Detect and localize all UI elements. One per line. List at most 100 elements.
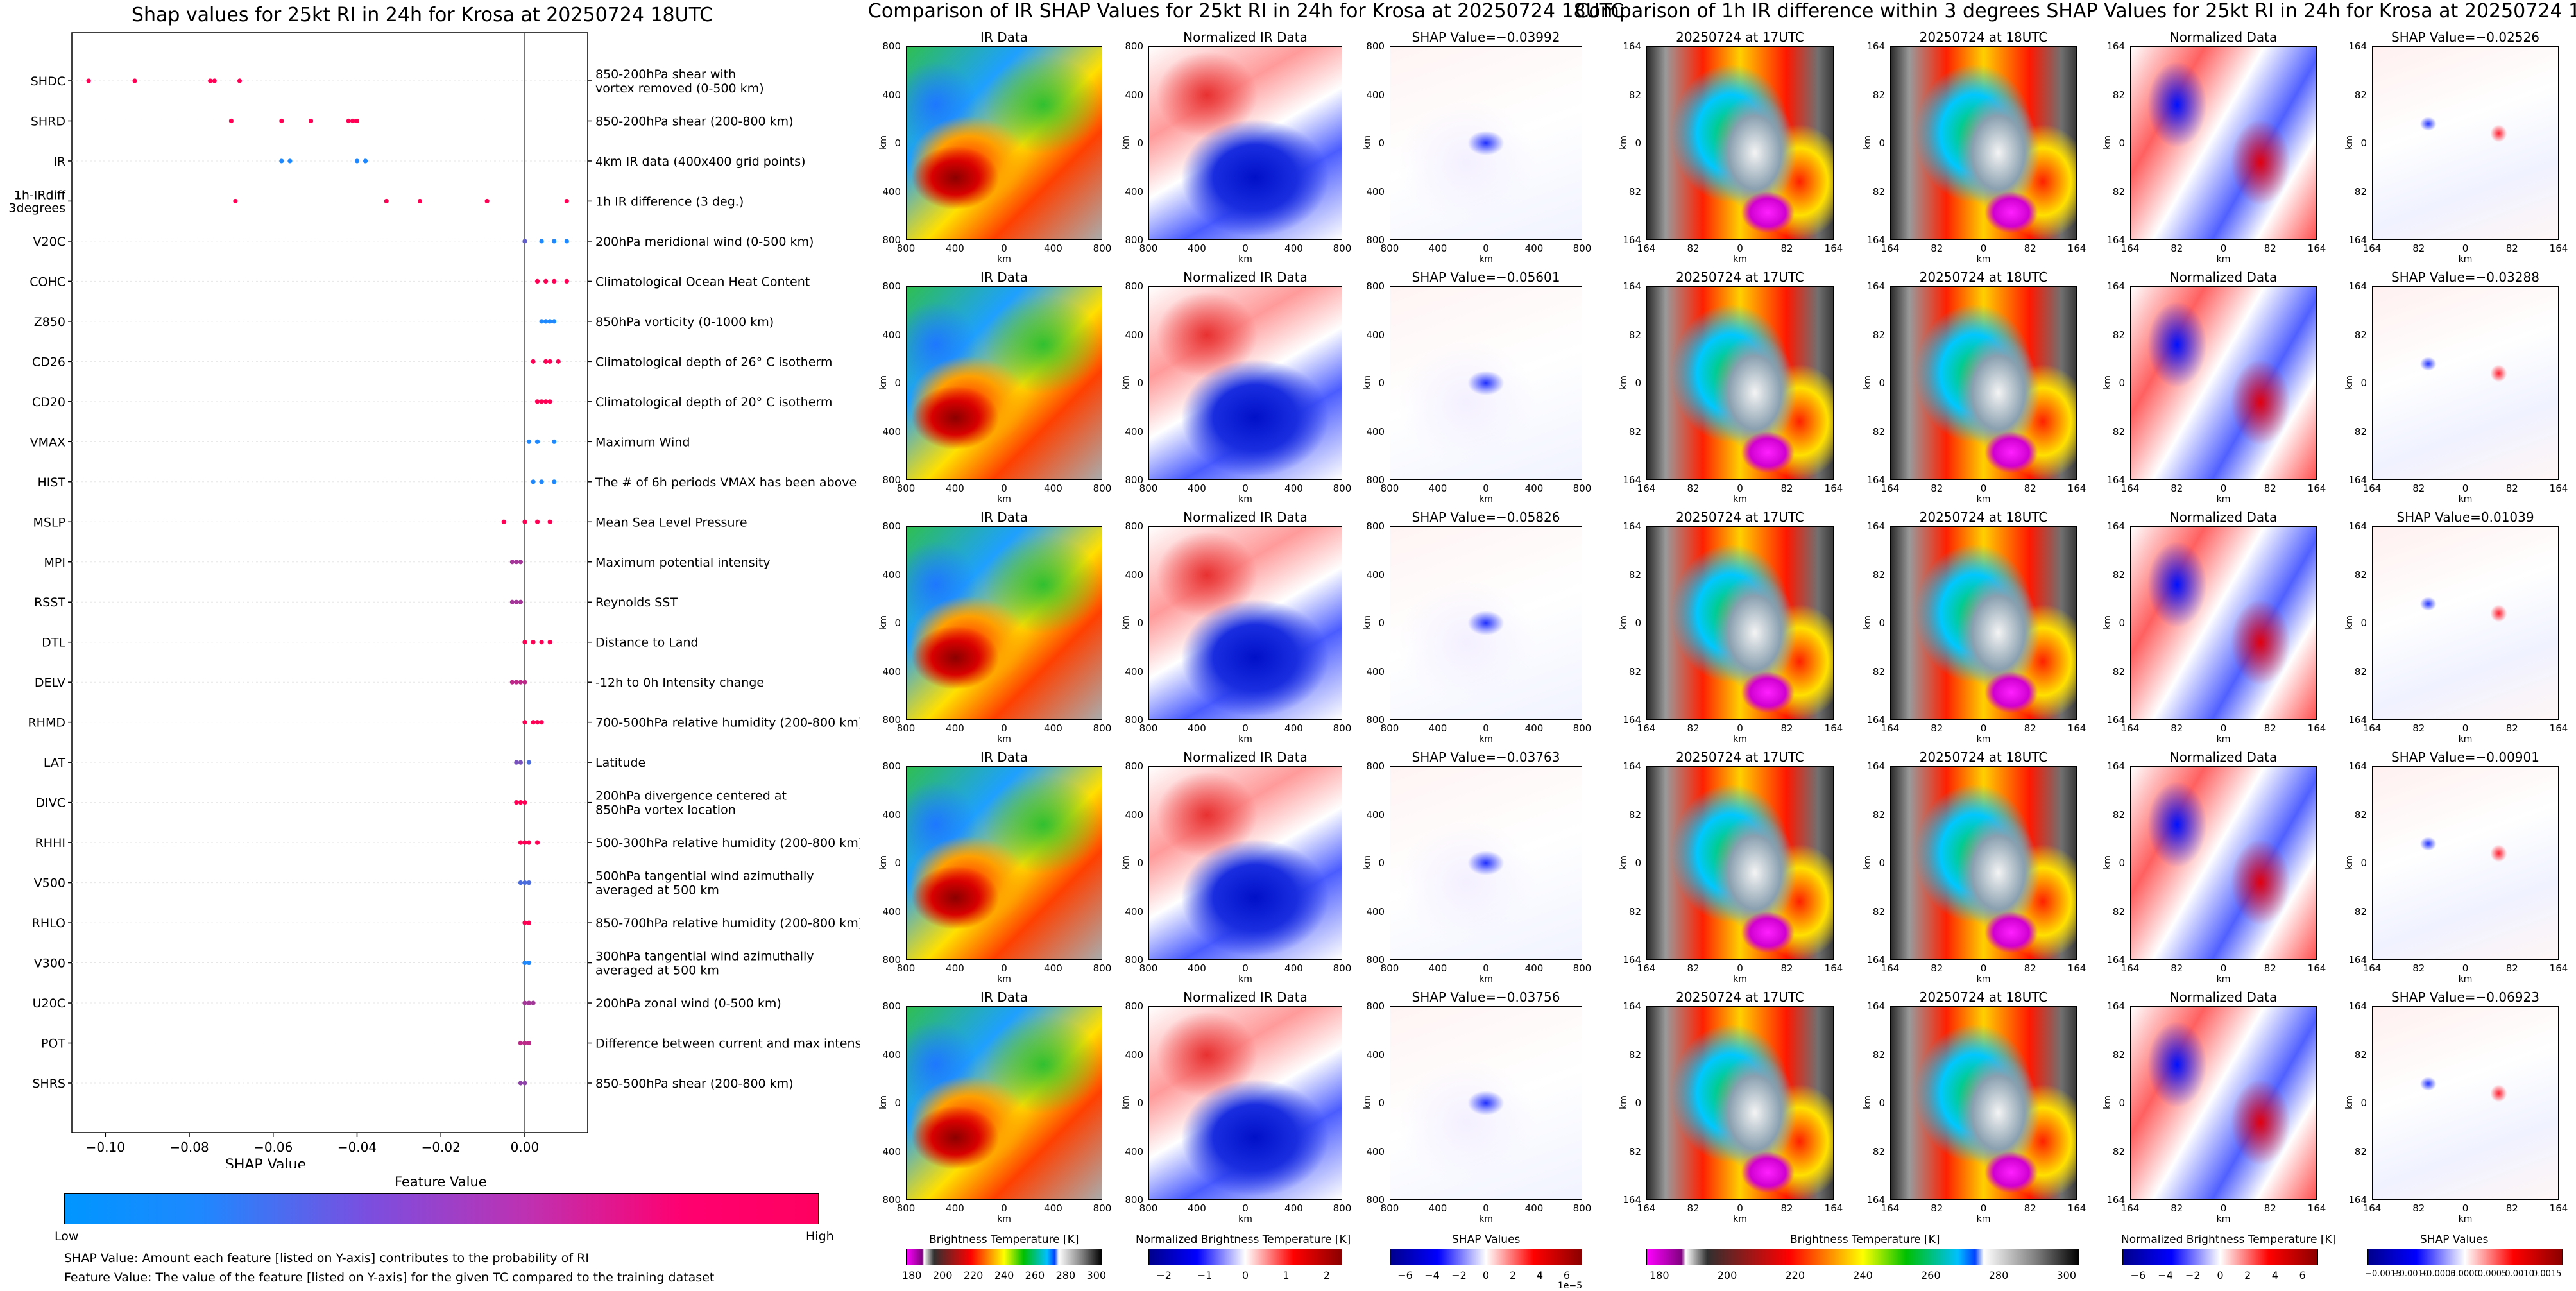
feature-code-label: RHLO bbox=[32, 916, 65, 930]
panel-title: SHAP Value=−0.03992 bbox=[1412, 30, 1560, 45]
y-tick-label: 0 bbox=[2360, 1097, 2367, 1109]
x-tick-label: 800 bbox=[1573, 243, 1592, 254]
colorbar-tick-label: −2 bbox=[1156, 1269, 1172, 1281]
x-tick-label: 164 bbox=[1824, 962, 1843, 974]
x-tick-label: 0 bbox=[1483, 722, 1489, 734]
colorbar-bt1-label: Brightness Temperature [K] bbox=[929, 1233, 1079, 1246]
x-tick-label: −0.10 bbox=[86, 1140, 125, 1155]
y-tick-label: 82 bbox=[2112, 808, 2125, 821]
heatmap-panel bbox=[2372, 1006, 2559, 1200]
shap-point bbox=[518, 840, 524, 845]
y-tick-label: 82 bbox=[2112, 1048, 2125, 1061]
shap-point bbox=[233, 198, 238, 204]
y-tick-label: 82 bbox=[1872, 1145, 1885, 1158]
x-tick-label: 164 bbox=[1881, 722, 1900, 734]
y-tick-label: 164 bbox=[2348, 1194, 2367, 1206]
x-tick-label: 0 bbox=[1242, 962, 1249, 974]
heatmap-panel bbox=[1148, 46, 1342, 240]
shap-point bbox=[534, 840, 540, 845]
shap-point bbox=[531, 640, 536, 645]
y-tick-label: 164 bbox=[2106, 280, 2125, 292]
y-tick-label: 82 bbox=[1628, 665, 1641, 678]
feature-description-label: 850-700hPa relative humidity (200-800 km… bbox=[595, 916, 860, 930]
x-tick-label: 164 bbox=[2362, 483, 2382, 494]
x-tick-label: −0.02 bbox=[422, 1140, 461, 1155]
y-axis-label: km bbox=[2102, 135, 2113, 150]
feature-description-label: vortex removed (0-500 km) bbox=[595, 81, 764, 96]
panel-title: IR Data bbox=[980, 749, 1028, 765]
x-tick-label: 82 bbox=[2171, 1202, 2183, 1214]
x-tick-label: 0 bbox=[1483, 1202, 1489, 1214]
shap-point bbox=[534, 519, 540, 524]
x-axis-label: km bbox=[2458, 974, 2473, 984]
x-tick-label: 400 bbox=[1284, 722, 1303, 734]
y-tick-label: 0 bbox=[1137, 1097, 1143, 1109]
shap-point bbox=[534, 439, 540, 444]
feature-description-label: 850-200hPa shear (200-800 km) bbox=[595, 114, 794, 128]
feature-code-label: MPI bbox=[44, 556, 65, 570]
x-tick-label: 0 bbox=[1980, 243, 1987, 254]
heatmap-panel bbox=[1890, 766, 2077, 960]
x-tick-label: 400 bbox=[1188, 962, 1206, 974]
y-axis-label: km bbox=[878, 135, 889, 150]
x-tick-label: 800 bbox=[1139, 962, 1158, 974]
shap-point bbox=[522, 640, 527, 645]
x-tick-label: 400 bbox=[1428, 962, 1447, 974]
y-tick-label: 400 bbox=[882, 185, 901, 198]
feature-description-label: 200hPa zonal wind (0-500 km) bbox=[595, 996, 781, 1011]
y-tick-label: 164 bbox=[2106, 714, 2125, 726]
feature-description-label: 850-200hPa shear with bbox=[595, 67, 736, 81]
feature-code-label: DELV bbox=[35, 676, 65, 690]
x-tick-label: 800 bbox=[1093, 962, 1112, 974]
shap-point bbox=[539, 479, 544, 484]
x-tick-label: 82 bbox=[1780, 243, 1793, 254]
colorbar-tick-label: 260 bbox=[1920, 1269, 1941, 1281]
x-tick-label: 400 bbox=[1524, 483, 1544, 494]
x-axis-label: SHAP Value bbox=[225, 1157, 306, 1168]
y-tick-label: 800 bbox=[1366, 760, 1385, 772]
x-tick-label: 164 bbox=[2067, 243, 2086, 254]
y-tick-label: 0 bbox=[1635, 377, 1641, 389]
y-tick-label: 800 bbox=[1125, 1000, 1143, 1012]
y-tick-label: 400 bbox=[1366, 89, 1385, 101]
y-tick-label: 164 bbox=[1866, 280, 1885, 292]
y-tick-label: 0 bbox=[894, 857, 901, 869]
colorbar-tick-label: −0.0010 bbox=[2392, 1269, 2429, 1279]
x-axis-label: km bbox=[997, 734, 1011, 744]
colorbar-shap1 bbox=[1390, 1249, 1582, 1265]
y-tick-label: 164 bbox=[2348, 1000, 2367, 1012]
y-tick-label: 0 bbox=[1137, 857, 1143, 869]
y-tick-label: 82 bbox=[2354, 185, 2367, 198]
x-tick-label: 164 bbox=[1881, 962, 1900, 974]
x-tick-label: 0 bbox=[1980, 722, 1987, 734]
x-tick-label: 82 bbox=[1931, 483, 1943, 494]
shap-point bbox=[518, 1040, 524, 1046]
y-axis-label: km bbox=[1862, 135, 1873, 150]
y-tick-label: 164 bbox=[1866, 1000, 1885, 1012]
feature-description-label: Maximum Wind bbox=[595, 435, 690, 449]
y-tick-label: 0 bbox=[1879, 1097, 1885, 1109]
shap-point bbox=[518, 800, 524, 805]
y-tick-label: 400 bbox=[1366, 905, 1385, 918]
heatmap-panel bbox=[2130, 1006, 2317, 1200]
feature-description-label: -12h to 0h Intensity change bbox=[595, 676, 764, 690]
x-tick-label: 164 bbox=[1637, 962, 1656, 974]
x-tick-label: 400 bbox=[946, 243, 964, 254]
y-tick-label: 82 bbox=[2354, 808, 2367, 821]
y-tick-label: 82 bbox=[1872, 808, 1885, 821]
colorbar-feature-title: Feature Value bbox=[395, 1174, 487, 1190]
y-tick-label: 400 bbox=[1366, 1145, 1385, 1158]
x-axis-label: km bbox=[997, 494, 1011, 504]
y-tick-label: 0 bbox=[1137, 617, 1143, 629]
panel-title: SHAP Value=−0.02526 bbox=[2391, 30, 2539, 45]
shap-point bbox=[531, 359, 536, 364]
y-axis-label: km bbox=[2344, 615, 2355, 629]
x-tick-label: 800 bbox=[1380, 1202, 1399, 1214]
colorbar-tick-label: 0 bbox=[2217, 1269, 2224, 1281]
y-tick-label: 800 bbox=[1366, 474, 1385, 486]
panel-title: 20250724 at 17UTC bbox=[1676, 989, 1804, 1005]
y-tick-label: 400 bbox=[882, 569, 901, 581]
colorbar-tick-label: 1 bbox=[1283, 1269, 1290, 1281]
shap-point bbox=[539, 720, 544, 725]
feature-description-label: 700-500hPa relative humidity (200-800 km… bbox=[595, 716, 860, 730]
